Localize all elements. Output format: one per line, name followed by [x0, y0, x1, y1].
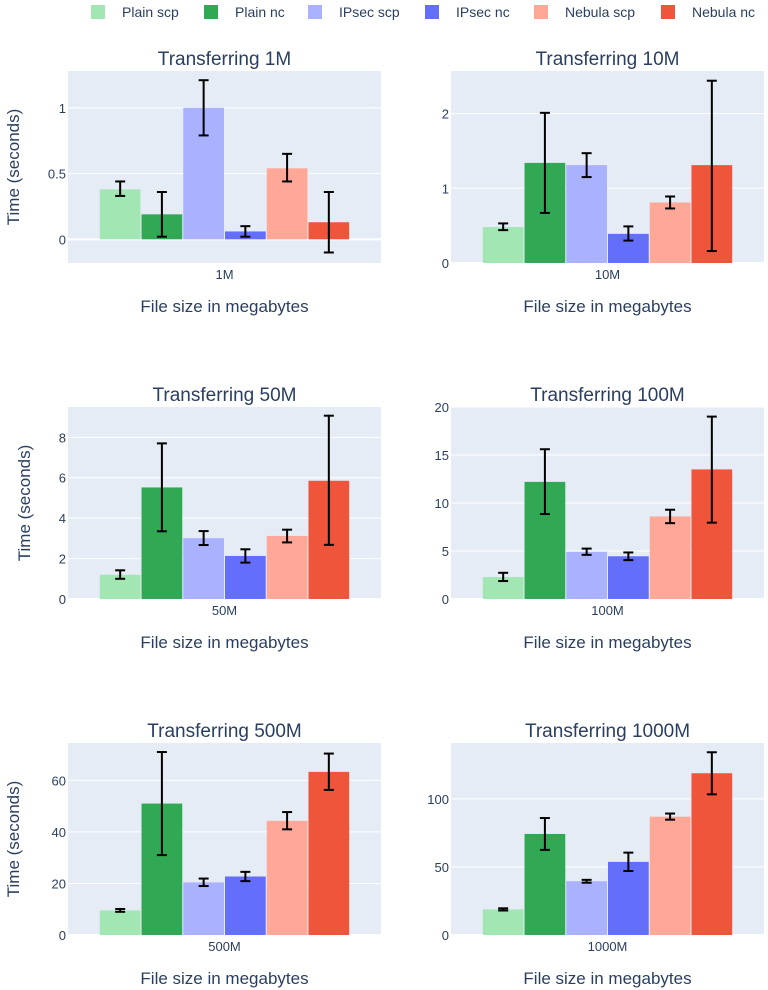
- y-tick-label: 2: [59, 552, 66, 567]
- y-tick-label: 1: [442, 181, 449, 196]
- y-tick-label: 1: [59, 101, 66, 116]
- legend: Plain scp Plain nc IPsec scp IPsec nc Ne…: [0, 0, 768, 24]
- x-tick-label: 10M: [595, 267, 620, 282]
- y-tick-label: 20: [435, 400, 449, 415]
- y-tick-label: 0: [59, 232, 66, 247]
- x-axis-label: File size in megabytes: [140, 297, 308, 316]
- y-tick-label: 0: [442, 592, 449, 607]
- legend-label-plain-nc: Plain nc: [235, 4, 285, 20]
- chart-title: Transferring 100M: [530, 385, 685, 406]
- bar-nebula-nc[interactable]: [308, 771, 350, 935]
- bar-nebula-nc[interactable]: [691, 773, 733, 935]
- x-tick-label: 100M: [591, 603, 624, 618]
- x-tick-label: 50M: [212, 603, 237, 618]
- legend-label-ipsec-nc: IPsec nc: [456, 4, 510, 20]
- chart-panel-3: 0 2 4 6 8 50M Transferring 50M File size in meg…: [15, 385, 381, 652]
- legend-swatch-ipsec-scp: [308, 5, 322, 19]
- legend-item-plain-nc[interactable]: Plain nc: [204, 3, 285, 21]
- legend-swatch-ipsec-nc: [425, 5, 439, 19]
- x-tick-label: 1000M: [588, 939, 628, 954]
- x-axis-label: File size in megabytes: [140, 633, 308, 652]
- y-tick-label: 5: [442, 544, 449, 559]
- legend-label-nebula-scp: Nebula scp: [565, 4, 636, 20]
- x-axis-label: File size in megabytes: [523, 969, 691, 988]
- legend-item-ipsec-scp[interactable]: IPsec scp: [308, 3, 400, 21]
- bar-ipsec-nc[interactable]: [608, 861, 649, 935]
- y-tick-label: 0: [442, 256, 449, 271]
- chart-panel-5: 0 20 40 60 500M Transferring 500M File size in…: [4, 721, 381, 988]
- legend-label-ipsec-scp: IPsec scp: [339, 4, 400, 20]
- y-tick-label: 100: [427, 792, 449, 807]
- y-tick-label: 15: [435, 448, 449, 463]
- bar-plain-scp[interactable]: [482, 227, 524, 263]
- legend-swatch-plain-nc: [204, 5, 218, 19]
- y-tick-label: 0: [442, 928, 449, 943]
- bar-ipsec-scp[interactable]: [183, 882, 224, 935]
- legend-item-ipsec-nc[interactable]: IPsec nc: [425, 3, 510, 21]
- legend-swatch-nebula-scp: [534, 5, 548, 19]
- legend-item-nebula-nc[interactable]: Nebula nc: [661, 3, 755, 21]
- chart-title: Transferring 1M: [158, 49, 291, 70]
- x-axis-label: File size in megabytes: [523, 633, 691, 652]
- chart-title: Transferring 10M: [536, 49, 680, 70]
- bar-ipsec-scp[interactable]: [566, 551, 607, 599]
- y-tick-label: 0: [59, 928, 66, 943]
- y-tick-label: 40: [52, 825, 66, 840]
- bar-nebula-scp[interactable]: [649, 516, 691, 599]
- y-tick-label: 6: [59, 471, 66, 486]
- y-tick-label: 0.5: [48, 167, 66, 182]
- x-axis-label: File size in megabytes: [140, 969, 308, 988]
- chart-title: Transferring 500M: [147, 721, 302, 742]
- bar-nebula-scp[interactable]: [649, 816, 691, 935]
- bar-ipsec-nc[interactable]: [608, 556, 649, 599]
- bar-nebula-scp[interactable]: [266, 535, 308, 599]
- chart-title: Transferring 1000M: [525, 721, 690, 742]
- y-tick-label: 0: [59, 592, 66, 607]
- legend-item-nebula-scp[interactable]: Nebula scp: [534, 3, 635, 21]
- y-tick-label: 4: [59, 511, 66, 526]
- bar-nebula-scp[interactable]: [266, 820, 308, 935]
- x-tick-label: 1M: [215, 267, 233, 282]
- legend-item-plain-scp[interactable]: Plain scp: [91, 3, 179, 21]
- y-tick-label: 8: [59, 430, 66, 445]
- chart-title: Transferring 50M: [153, 385, 297, 406]
- chart-panel-2: 0 1 2 10M Transferring 10M File size in megab…: [442, 49, 764, 316]
- bar-ipsec-scp[interactable]: [566, 165, 607, 263]
- chart-panel-4: 0 5 10 15 20 100M Transferring 100M File size i…: [435, 385, 764, 652]
- legend-swatch-plain-scp: [91, 5, 105, 19]
- bar-plain-scp[interactable]: [99, 910, 141, 935]
- legend-swatch-nebula-nc: [661, 5, 675, 19]
- x-tick-label: 500M: [208, 939, 241, 954]
- bar-ipsec-nc[interactable]: [225, 876, 266, 935]
- bar-ipsec-scp[interactable]: [566, 881, 607, 935]
- y-tick-label: 20: [52, 876, 66, 891]
- y-tick-label: 10: [435, 496, 449, 511]
- y-axis-label: Time (seconds): [4, 781, 23, 898]
- y-tick-label: 60: [52, 773, 66, 788]
- x-axis-label: File size in megabytes: [523, 297, 691, 316]
- y-tick-label: 50: [435, 860, 449, 875]
- legend-label-nebula-nc: Nebula nc: [692, 4, 756, 20]
- y-axis-label: Time (seconds): [15, 445, 34, 562]
- legend-label-plain-scp: Plain scp: [122, 4, 179, 20]
- bar-ipsec-scp[interactable]: [183, 538, 224, 599]
- bar-nebula-scp[interactable]: [649, 202, 691, 263]
- chart-panel-1: 0 0.5 1 1M Transferring 1M File size in megab…: [4, 49, 381, 316]
- y-axis-label: Time (seconds): [4, 109, 23, 226]
- bar-plain-scp[interactable]: [482, 909, 524, 935]
- bar-plain-scp[interactable]: [99, 189, 141, 240]
- y-tick-label: 2: [442, 107, 449, 122]
- bar-plain-scp[interactable]: [482, 577, 524, 599]
- chart-panel-6: 0 50 100 1000M Transferring 1000M File size i…: [427, 721, 764, 988]
